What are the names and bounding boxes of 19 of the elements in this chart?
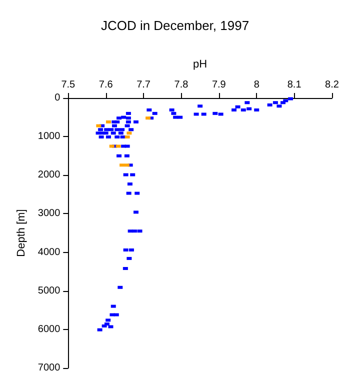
x-tick-label: 8.1 <box>287 80 302 90</box>
y-tick-label: 4000 <box>38 246 61 258</box>
chart-title: JCOD in December, 1997 <box>100 18 250 33</box>
y-tick-label: 2000 <box>38 170 61 181</box>
y-tick-label: 6000 <box>38 324 61 335</box>
x-tick-label: 7.8 <box>174 80 189 90</box>
x-tick-label: 8 <box>254 80 260 90</box>
x-tick-label: 7.6 <box>98 80 114 90</box>
y-tick-label: 3000 <box>38 208 61 220</box>
x-tick-label: 8.2 <box>325 80 340 90</box>
y-axis-title: Depth [m] <box>16 209 28 257</box>
y-tick-label: 7000 <box>38 362 61 374</box>
y-tick-label: 1000 <box>38 131 61 142</box>
x-tick-label: 7.5 <box>61 80 76 90</box>
x-axis-title: pH <box>193 58 208 70</box>
x-tick-label: 7.9 <box>212 80 226 90</box>
x-tick-label: 7.7 <box>136 80 151 90</box>
y-tick-label: 0 <box>54 92 61 104</box>
y-tick-label: 5000 <box>38 285 61 296</box>
